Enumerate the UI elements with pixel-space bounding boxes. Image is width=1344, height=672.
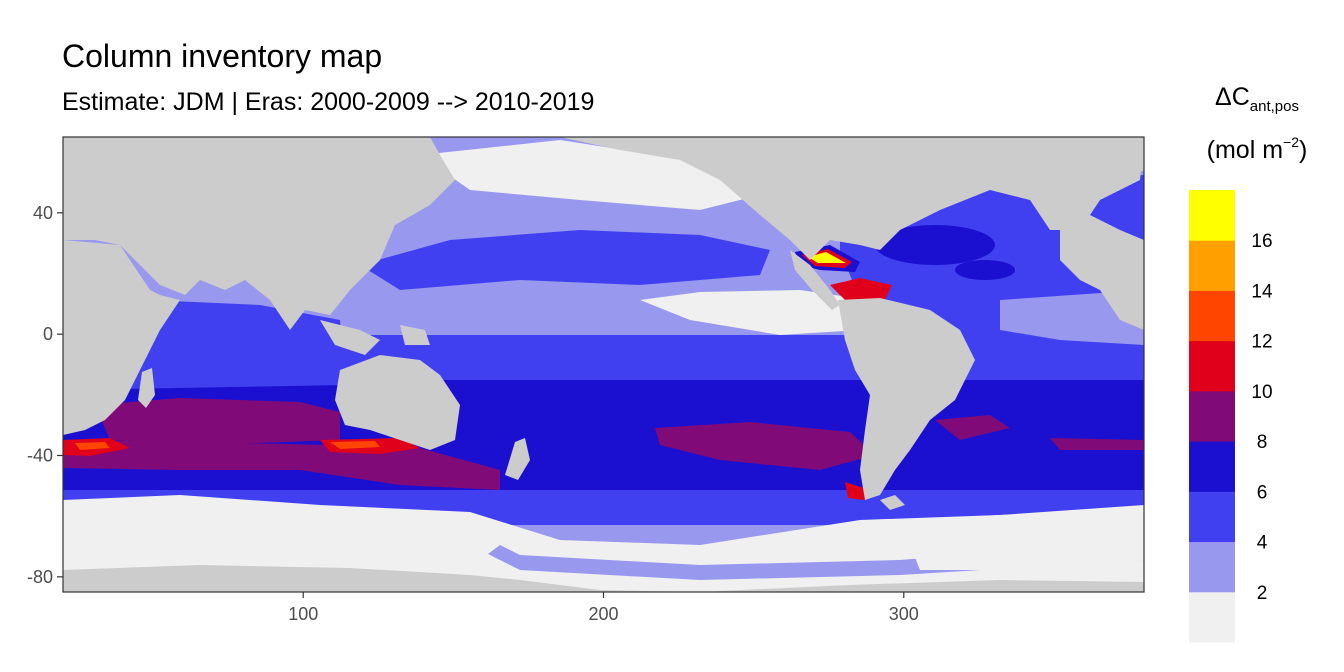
legend-bin — [1189, 390, 1235, 442]
legend-label: 12 — [1251, 332, 1272, 353]
legend-unit: (mol m−2) — [1207, 134, 1308, 165]
n-atlantic-core — [875, 225, 995, 265]
chart-title: Column inventory map — [62, 38, 383, 74]
s-indian-max-2 — [63, 440, 500, 490]
x-tick-label: 200 — [588, 604, 618, 624]
n-pacific-min — [420, 140, 760, 210]
s-pacific-max — [655, 422, 875, 470]
land — [63, 137, 1144, 592]
legend-unit-close: ) — [1299, 136, 1308, 164]
n-pacific-band — [360, 230, 770, 290]
legend-label: 8 — [1257, 432, 1268, 453]
polar-fringe-east — [900, 510, 1144, 570]
polar-fringe-west — [63, 500, 500, 560]
legend-label: 14 — [1251, 281, 1273, 302]
legend-bin — [1189, 240, 1235, 291]
legend-bin — [1189, 591, 1235, 643]
y-tick-label: -80 — [27, 567, 53, 587]
x-axis: 100 200 300 — [288, 592, 919, 624]
legend-bin — [1189, 491, 1235, 543]
y-tick-label: 40 — [33, 203, 53, 223]
legend-label: 16 — [1251, 231, 1272, 252]
legend-label: 6 — [1257, 482, 1268, 503]
legend-bin — [1189, 340, 1235, 392]
legend-bin — [1189, 190, 1235, 241]
x-tick-label: 300 — [889, 604, 919, 624]
legend-bin — [1189, 290, 1235, 342]
n-atlantic-east — [1000, 290, 1144, 345]
y-axis: 40 0 -40 -80 — [27, 203, 63, 587]
hotspot-orange-aus — [330, 441, 380, 449]
legend-symbol: ΔC — [1215, 83, 1250, 111]
legend-bin — [1189, 541, 1235, 593]
gulf-mexico-yellow — [808, 252, 846, 263]
map-panel — [63, 137, 1144, 592]
legend-unit-exp: −2 — [1283, 134, 1300, 150]
legend-label: 4 — [1257, 533, 1268, 554]
n-atlantic-core-2 — [955, 260, 1015, 280]
legend-label: 2 — [1257, 583, 1268, 604]
legend-label: 10 — [1251, 382, 1272, 403]
hotspot-drake — [845, 482, 870, 500]
x-tick-label: 100 — [288, 604, 318, 624]
hotspot-orange-west — [75, 442, 110, 450]
legend-bin — [1189, 441, 1235, 492]
legend-subscript: ant,pos — [1249, 98, 1299, 115]
legend-unit-base: (mol m — [1206, 136, 1284, 164]
s-atlantic-max — [935, 415, 1010, 440]
s-atlantic-max-2 — [1050, 438, 1144, 450]
y-tick-label: -40 — [27, 446, 53, 466]
y-tick-label: 0 — [43, 324, 53, 344]
chart-subtitle: Estimate: JDM | Eras: 2000-2009 --> 2010… — [62, 88, 595, 116]
legend-colorbar: 2 4 6 8 10 12 14 16 — [1189, 190, 1273, 643]
eq-pacific-min — [640, 290, 860, 335]
s-indian-max — [95, 398, 340, 445]
legend-title: ΔCant,pos (mol m−2) — [1182, 82, 1332, 165]
